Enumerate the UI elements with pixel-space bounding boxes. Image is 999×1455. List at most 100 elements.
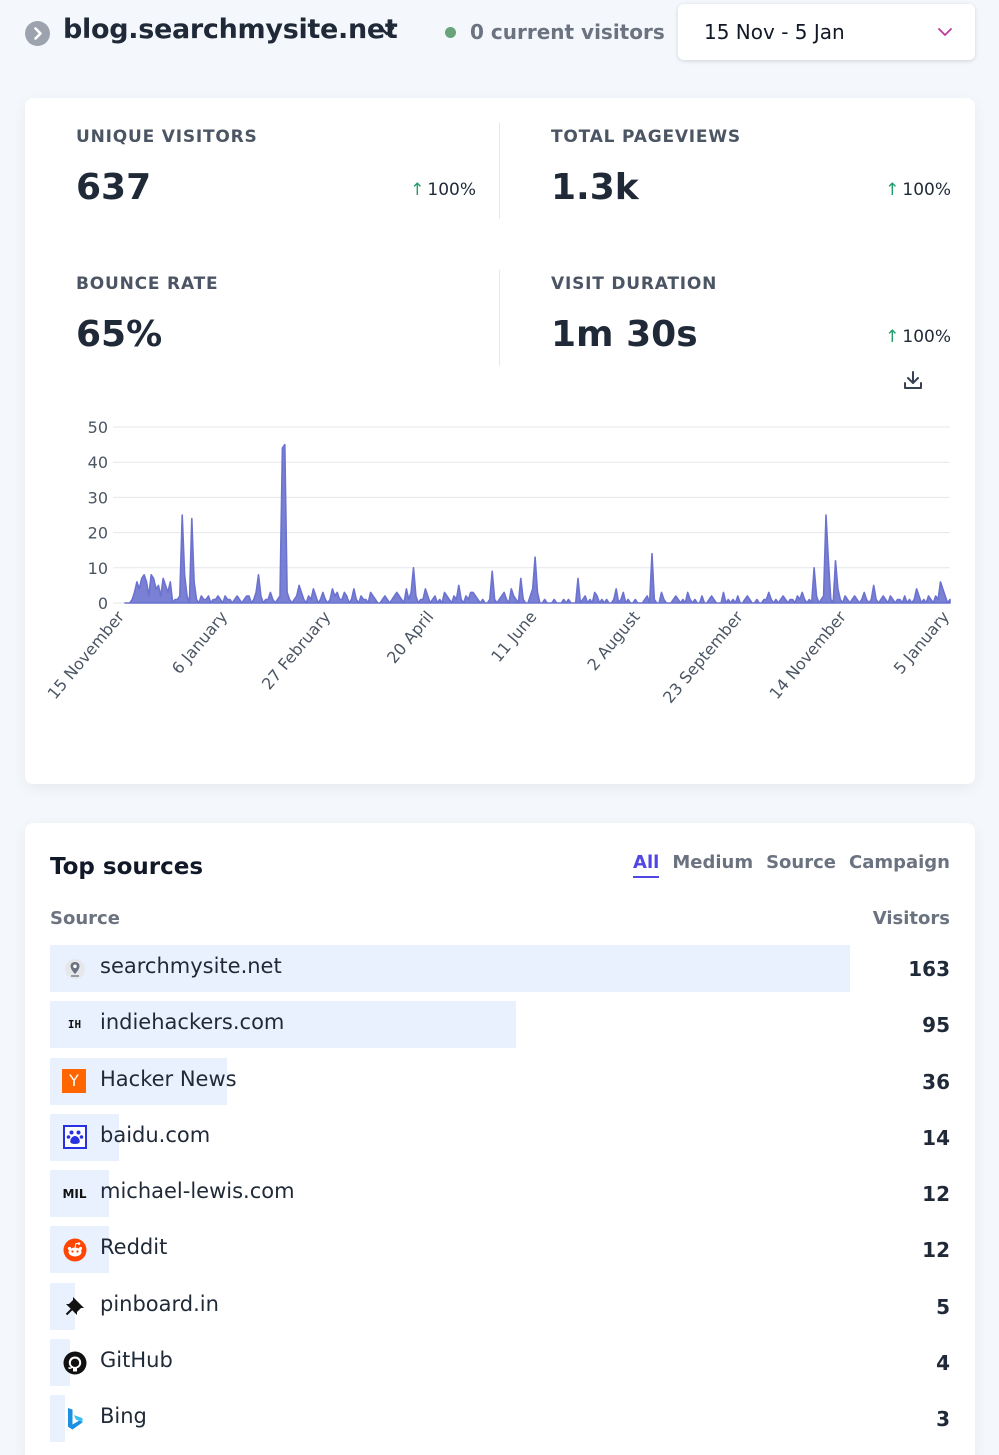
stat-unique-visitors[interactable]: UNIQUE VISITORS 637 ↑ 100% (76, 127, 476, 208)
source-name[interactable]: michael-lewis.com (100, 1179, 295, 1204)
searchmysite-icon (62, 956, 87, 981)
chevron-down-icon[interactable] (377, 21, 397, 41)
site-switcher[interactable]: blog.searchmysite.net (63, 14, 398, 45)
column-header-visitors: Visitors (872, 908, 950, 929)
source-visitors: 12 (922, 1238, 950, 1263)
column-header-source: Source (50, 908, 120, 929)
source-row-bar (50, 1001, 517, 1049)
stat-change: ↑ 100% (410, 180, 476, 200)
arrow-up-icon: ↑ (410, 180, 425, 200)
source-name[interactable]: Bing (100, 1404, 147, 1429)
stat-label: VISIT DURATION (551, 274, 718, 294)
x-tick-label: 15 November (44, 607, 129, 703)
source-row[interactable]: baidu.com 14 (50, 1113, 950, 1170)
y-tick-label: 30 (88, 488, 108, 507)
current-visitors-label: 0 current visitors (470, 20, 665, 44)
x-tick-label: 23 September (659, 607, 747, 707)
stat-value: 637 (76, 167, 152, 208)
source-visitors: 14 (922, 1125, 950, 1150)
stat-change-value: 100% (427, 180, 476, 200)
divider (499, 270, 500, 366)
stat-label: TOTAL PAGEVIEWS (551, 127, 741, 147)
chevron-down-icon (937, 24, 953, 44)
source-name[interactable]: pinboard.in (100, 1291, 219, 1316)
pinboard-icon (62, 1294, 87, 1319)
stat-change-value: 100% (902, 180, 951, 200)
source-visitors: 12 (922, 1182, 950, 1207)
source-visitors: 163 (908, 957, 950, 981)
source-row-bar (50, 1339, 70, 1387)
current-visitors[interactable]: 0 current visitors (445, 20, 665, 44)
top-sources-card: Top sources All Medium Source Campaign S… (25, 823, 975, 1455)
github-icon (62, 1350, 87, 1375)
stat-bounce-rate[interactable]: BOUNCE RATE 65% (76, 274, 476, 355)
y-tick-label: 0 (98, 594, 108, 613)
x-tick-label: 5 January (890, 607, 953, 677)
source-row[interactable]: Y Hacker News 36 (50, 1057, 950, 1114)
source-visitors: 3 (936, 1407, 950, 1432)
y-tick-label: 10 (88, 559, 108, 578)
source-row[interactable]: Reddit 12 (50, 1226, 950, 1282)
hacker-news-icon: Y (62, 1068, 86, 1093)
stat-visit-duration[interactable]: VISIT DURATION 1m 30s ↑ 100% (551, 274, 951, 355)
source-name[interactable]: searchmysite.net (100, 954, 282, 978)
tab-campaign[interactable]: Campaign (848, 852, 950, 873)
visitors-chart: 0 10 20 30 40 50 15 November 6 January 27 Februa… (25, 405, 975, 729)
x-tick-label: 11 June (487, 607, 540, 665)
stat-change: ↑ 100% (885, 327, 951, 347)
michael-lewis-icon: MIL (62, 1186, 87, 1201)
divider (499, 123, 500, 219)
stat-value: 1.3k (551, 167, 639, 208)
stat-change-value: 100% (902, 327, 951, 347)
source-visitors: 4 (936, 1351, 950, 1376)
site-favicon-icon (25, 21, 50, 46)
x-tick-label: 20 April (383, 607, 437, 667)
source-row[interactable]: MIL michael-lewis.com 12 (50, 1170, 950, 1226)
stat-value: 65% (76, 314, 163, 355)
panel-title: Top sources (50, 854, 204, 880)
baidu-icon (62, 1125, 87, 1150)
y-tick-label: 20 (88, 524, 108, 543)
date-range-label: 15 Nov - 5 Jan (704, 20, 845, 44)
source-name[interactable]: GitHub (100, 1348, 173, 1373)
source-name[interactable]: Reddit (100, 1235, 168, 1260)
tab-medium[interactable]: Medium (672, 852, 754, 873)
download-icon[interactable] (901, 368, 925, 392)
arrow-up-icon: ↑ (885, 327, 900, 347)
source-tabs: All Medium Source Campaign (620, 852, 950, 878)
stat-label: UNIQUE VISITORS (76, 127, 258, 147)
source-row[interactable]: GitHub 4 (50, 1339, 950, 1395)
tab-all[interactable]: All (633, 852, 660, 878)
tab-source[interactable]: Source (766, 852, 836, 873)
source-row[interactable]: pinboard.in 5 (50, 1282, 950, 1339)
stats-card: UNIQUE VISITORS 637 ↑ 100% TOTAL PAGEVIEW… (25, 98, 975, 784)
x-tick-label: 14 November (766, 607, 851, 703)
source-row-bar (50, 1170, 109, 1218)
source-row[interactable]: Bing 3 (50, 1395, 950, 1451)
stat-change: ↑ 100% (885, 180, 951, 200)
top-bar: blog.searchmysite.net 0 current visitors… (0, 0, 999, 64)
source-row[interactable]: IH indiehackers.com 95 (50, 1001, 950, 1057)
bing-icon (62, 1406, 87, 1431)
source-name[interactable]: baidu.com (100, 1122, 211, 1147)
source-row-bar (50, 1395, 65, 1443)
source-name[interactable]: Hacker News (100, 1066, 237, 1091)
reddit-icon (62, 1237, 87, 1262)
y-tick-label: 50 (88, 418, 108, 437)
source-row[interactable]: searchmysite.net 163 (50, 945, 950, 1001)
source-visitors: 5 (936, 1294, 950, 1319)
x-tick-label: 6 January (168, 607, 231, 677)
date-range-picker[interactable]: 15 Nov - 5 Jan (678, 4, 975, 60)
source-visitors: 36 (922, 1069, 950, 1094)
indiehackers-icon: IH (67, 1018, 82, 1032)
source-name[interactable]: indiehackers.com (100, 1010, 285, 1035)
stat-value: 1m 30s (551, 314, 698, 355)
arrow-up-icon: ↑ (885, 180, 900, 200)
x-tick-label: 2 August (583, 607, 643, 674)
stat-label: BOUNCE RATE (76, 274, 219, 294)
stat-total-pageviews[interactable]: TOTAL PAGEVIEWS 1.3k ↑ 100% (551, 127, 951, 208)
x-tick-label: 27 February (258, 607, 334, 693)
y-tick-label: 40 (88, 453, 108, 472)
source-row-bar (50, 945, 850, 992)
live-dot-icon (445, 26, 456, 38)
